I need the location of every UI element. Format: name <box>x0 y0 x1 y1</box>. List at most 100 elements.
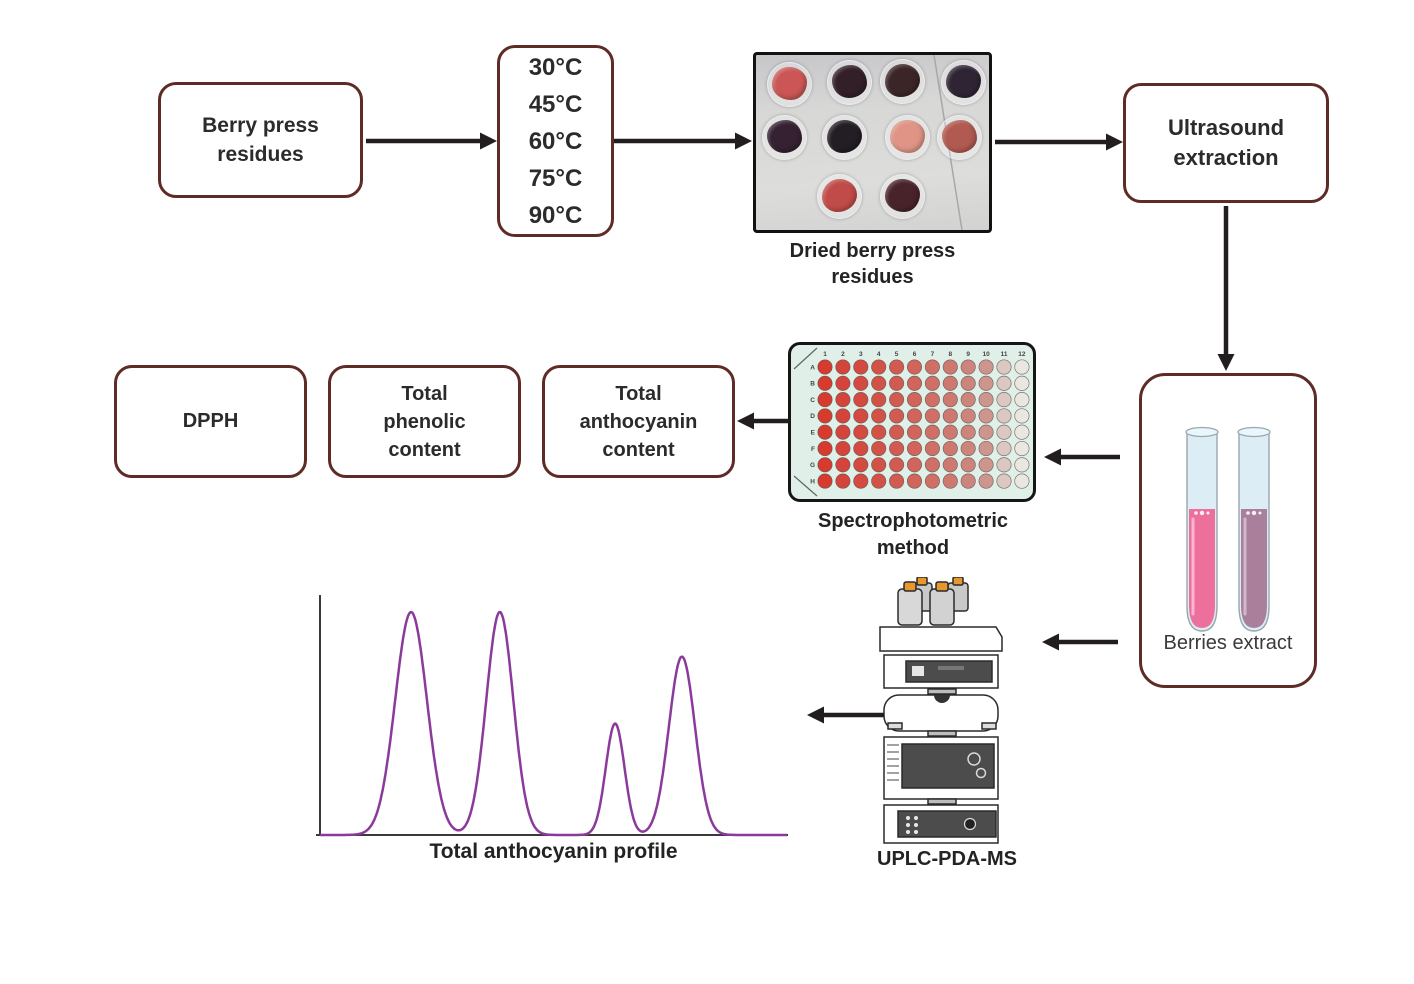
test-tube-pink <box>1185 426 1219 632</box>
dpph-box: DPPH <box>114 365 307 478</box>
plate-column-label: 5 <box>895 351 899 358</box>
microplate-well <box>942 392 958 408</box>
microplate-well <box>996 424 1012 440</box>
chromatogram-caption: Total anthocyanin profile <box>429 840 678 863</box>
plate-column-label: 8 <box>948 351 952 358</box>
microplate-well <box>817 392 833 408</box>
microplate-well <box>942 457 958 473</box>
berries-extract-box: Berries extract <box>1139 373 1317 688</box>
microplate-well <box>817 375 833 391</box>
microplate-well <box>817 359 833 375</box>
arrow-temperatures-to-photo <box>614 132 752 150</box>
microplate-well <box>835 457 851 473</box>
spectrophotometric-method-caption: Spectrophotometric method <box>817 510 1009 559</box>
microplate-well <box>853 457 869 473</box>
microplate-well <box>1014 392 1030 408</box>
ultrasound-extraction-box: Ultrasound extraction <box>1123 83 1329 203</box>
microplate-well <box>978 424 994 440</box>
dried-residue-sample <box>885 64 920 97</box>
microplate-well <box>889 440 905 457</box>
plate-column-label: 2 <box>841 351 845 358</box>
test-tubes-illustration <box>1185 426 1271 632</box>
microplate-well <box>889 473 905 489</box>
microplate-well <box>835 473 851 489</box>
ultrasound-extraction-label: Ultrasound extraction <box>1167 115 1285 170</box>
microplate-well <box>871 392 887 408</box>
microplate-well <box>942 424 958 440</box>
total-anthocyanin-profile-chart <box>316 595 788 837</box>
microplate-well <box>906 375 923 391</box>
microplate-well <box>1014 359 1030 375</box>
test-tube-mauve <box>1237 426 1271 632</box>
microplate-well <box>835 359 851 375</box>
chromatogram-trace <box>319 610 788 837</box>
plate-column-label: 3 <box>859 351 863 358</box>
petri-dish <box>941 60 986 105</box>
petri-dish <box>827 60 872 105</box>
microplate-well <box>996 440 1012 457</box>
microplate-well <box>996 359 1012 375</box>
microplate-well <box>924 473 940 489</box>
microplate-well <box>978 359 994 375</box>
microplate-well <box>1014 440 1030 457</box>
microplate-well <box>835 408 851 424</box>
arrow-ultrasound-to-extract <box>1217 206 1235 371</box>
microplate-well <box>889 408 905 424</box>
microplate-well <box>906 473 923 489</box>
microplate-well <box>835 440 851 457</box>
arrow-plate-to-anthocyanin <box>737 412 790 430</box>
petri-dish <box>937 115 982 160</box>
petri-dish <box>817 174 862 219</box>
microplate-well <box>960 457 976 473</box>
plate-column-label: 9 <box>966 351 970 358</box>
uplc-instrument-illustration <box>879 577 1003 844</box>
microplate-well <box>906 457 923 473</box>
plate-column-label: 12 <box>1018 351 1026 358</box>
microplate-well <box>942 473 958 489</box>
arrow-uplc-to-chromatogram <box>807 706 884 724</box>
dpph-label: DPPH <box>182 410 239 432</box>
microplate-well <box>978 473 994 489</box>
microplate-well <box>906 440 923 457</box>
total-anthocyanin-content-label: Total anthocyanin content <box>579 382 698 461</box>
microplate-well <box>853 375 869 391</box>
microplate-well <box>817 424 833 440</box>
microplate-well <box>942 375 958 391</box>
petri-dish <box>880 174 925 219</box>
dried-residue-sample <box>767 120 802 153</box>
microplate-well <box>924 457 940 473</box>
microplate-well <box>871 440 887 457</box>
microplate-well <box>906 392 923 408</box>
microplate-well <box>871 359 887 375</box>
microplate-well <box>871 424 887 440</box>
microplate-well <box>853 424 869 440</box>
microplate-well <box>960 473 976 489</box>
temperatures-label: 30°C 45°C 60°C 75°C 90°C <box>528 53 583 229</box>
plate-column-label: 7 <box>931 351 935 358</box>
microplate-well <box>1014 408 1030 424</box>
dried-residue-sample <box>827 120 862 153</box>
plate-row-label: E <box>811 430 816 437</box>
microplate-well <box>960 408 976 424</box>
microplate-well <box>853 359 869 375</box>
microplate-well <box>996 457 1012 473</box>
petri-dish <box>822 115 867 160</box>
petri-dish <box>880 59 925 104</box>
microplate-well <box>871 457 887 473</box>
dried-berry-press-residues-photo <box>753 52 992 233</box>
microplate-well <box>889 392 905 408</box>
microplate-well <box>817 408 833 424</box>
plate-row-label: C <box>810 397 815 404</box>
microplate-well <box>924 359 940 375</box>
petri-dish <box>762 115 807 160</box>
uplc-caption: UPLC-PDA-MS <box>877 848 1017 870</box>
microplate-well <box>1014 424 1030 440</box>
microplate-well <box>853 408 869 424</box>
microplate-well <box>924 408 940 424</box>
petri-dish <box>767 62 812 107</box>
microplate-well <box>924 392 940 408</box>
plate-column-label: 1 <box>823 351 827 358</box>
temperatures-box: 30°C 45°C 60°C 75°C 90°C <box>497 45 614 237</box>
dried-residue-sample <box>885 179 920 212</box>
